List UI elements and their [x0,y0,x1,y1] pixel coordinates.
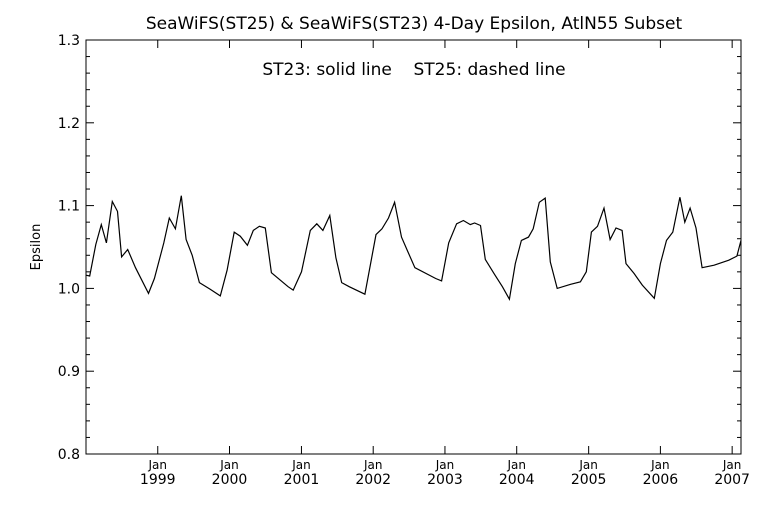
y-axis: 0.8 0.9 1.0 1.1 1.2 1.3 [58,33,741,463]
x-tick-month-label: Jan [722,458,742,472]
x-tick-year-label: 2003 [427,472,463,488]
x-tick-month-label: Jan [219,458,239,472]
x-tick-month-label: Jan [148,458,168,472]
y-tick-label: 1.1 [58,199,80,215]
x-tick-year-label: 2006 [643,472,679,488]
x-tick-year-label: 2002 [355,472,391,488]
series-layer [85,195,742,301]
chart-annotation: ST23: solid line ST25: dashed line [262,60,565,80]
x-axis: Jan1999Jan2000Jan2001Jan2002Jan2003Jan20… [140,40,750,488]
x-tick-year-label: 2005 [571,472,607,488]
y-tick-label: 0.8 [58,447,80,463]
y-axis-label: Epsilon [29,224,44,271]
plot-frame [85,39,742,455]
x-tick-month-label: Jan [578,458,598,472]
x-tick-year-label: 2007 [714,472,750,488]
x-tick-month-label: Jan [291,458,311,472]
x-tick-month-label: Jan [506,458,526,472]
chart-title: SeaWiFS(ST25) & SeaWiFS(ST23) 4-Day Epsi… [146,14,683,34]
y-tick-label: 1.0 [58,281,80,297]
x-tick-month-label: Jan [650,458,670,472]
x-tick-year-label: 2001 [284,472,320,488]
y-tick-label: 1.2 [58,116,80,132]
x-tick-year-label: 2000 [212,472,248,488]
y-tick-label: 1.3 [58,33,80,49]
x-tick-month-label: Jan [435,458,455,472]
x-tick-year-label: 1999 [140,472,176,488]
y-tick-label: 0.9 [58,364,80,380]
series-line-st23 [85,195,742,301]
x-tick-month-label: Jan [363,458,383,472]
x-tick-year-label: 2004 [499,472,535,488]
